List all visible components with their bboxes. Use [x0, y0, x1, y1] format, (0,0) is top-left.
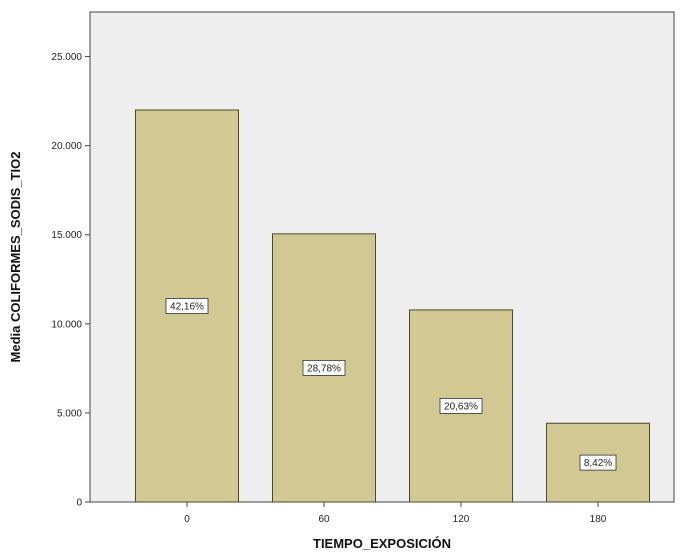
y-tick-label: 5.000 [57, 408, 82, 419]
y-axis-title: Media COLIFORMES_SODIS_TIO2 [8, 152, 23, 363]
data-label-box [439, 398, 483, 414]
data-label-text: 8,42% [584, 458, 612, 469]
data-label-text: 42,16% [170, 302, 204, 313]
y-tick-label: 25.000 [51, 52, 82, 63]
x-axis-ticks: 0 60 120 180 [184, 502, 607, 525]
data-label-text: 28,78% [307, 363, 341, 374]
data-label: 20,63% [439, 398, 483, 414]
data-labels: 42,16% 28,78% 20,63% 8,42% [165, 298, 617, 471]
data-label: 28,78% [302, 360, 346, 376]
y-tick-label: 10.000 [51, 319, 82, 330]
data-label: 42,16% [165, 298, 209, 314]
data-label-box [579, 454, 617, 471]
x-tick-label: 180 [590, 514, 607, 525]
x-tick-label: 0 [184, 514, 190, 525]
y-tick-label: 20.000 [51, 141, 82, 152]
data-label-box [165, 298, 209, 314]
data-label-text: 20,63% [444, 401, 478, 412]
data-label: 8,42% [579, 454, 617, 471]
x-tick-label: 120 [453, 514, 470, 525]
x-axis-title: TIEMPO_EXPOSICIÓN [313, 536, 451, 551]
y-tick-label: 15.000 [51, 230, 82, 241]
y-tick-label: 0 [76, 498, 82, 509]
data-label-box [302, 360, 346, 376]
x-tick-label: 60 [318, 514, 330, 525]
y-axis-ticks: 0 5.000 10.000 15.000 20.000 25.000 [51, 52, 90, 509]
